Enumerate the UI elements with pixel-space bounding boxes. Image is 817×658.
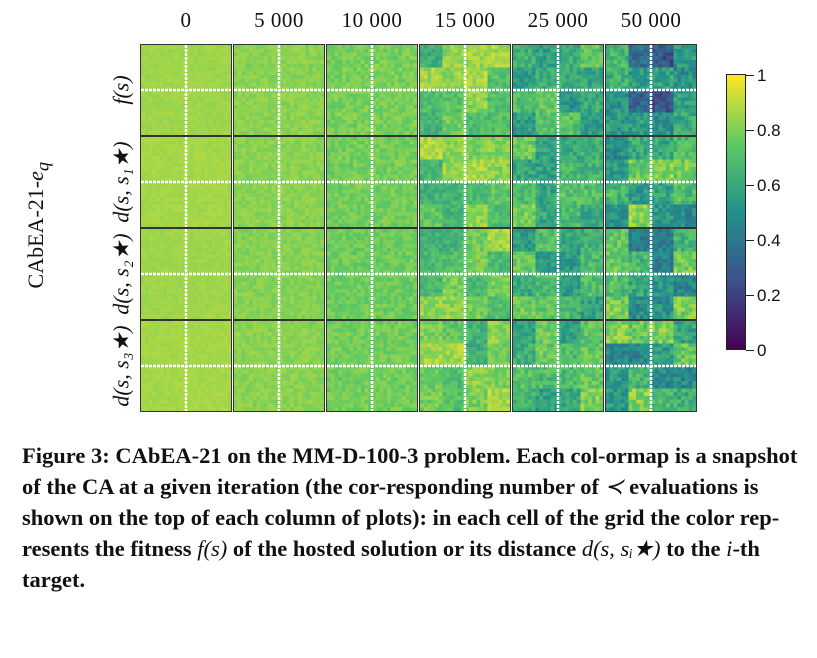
colorbar-tick-label: 0.8 (757, 121, 781, 140)
colormap-panel (233, 44, 325, 136)
colormap-panel (605, 136, 697, 228)
colormap-panel (140, 320, 232, 412)
colormap-panel (140, 228, 232, 320)
colorbar-tick-label: 0.6 (757, 176, 781, 195)
colormap-panel (233, 320, 325, 412)
column-label: 0 (180, 8, 192, 32)
colormap-panel (605, 228, 697, 320)
column-label: 5 000 (254, 8, 304, 32)
column-label: 10 000 (341, 8, 403, 32)
colormap-panel (512, 136, 604, 228)
colorbar-tick-label: 1 (757, 66, 767, 85)
colormap-panel (512, 44, 604, 136)
method-label: CAbEA-21-eq (22, 161, 53, 289)
colorbar (726, 74, 746, 350)
colormap-panel (233, 228, 325, 320)
column-label: 25 000 (527, 8, 589, 32)
row-label-distance-2: d(s, s₂★) (109, 233, 134, 315)
colormap-panel (605, 44, 697, 136)
colormap-panel (512, 320, 604, 412)
colormap-panel (419, 228, 511, 320)
colorbar-tick-label: 0.4 (757, 231, 781, 250)
colormap-panel (140, 44, 232, 136)
row-label-fitness: f(s) (108, 75, 134, 105)
colormap-panel (419, 44, 511, 136)
row-label-distance-1: d(s, s₁★) (109, 141, 134, 223)
colormap-panel (233, 136, 325, 228)
figure-3: CAbEA-21-eq 0 5 000 10 000 15 000 25 000… (22, 8, 781, 412)
colormap-panel (419, 136, 511, 228)
column-label: 50 000 (620, 8, 682, 32)
colormap-panel (419, 320, 511, 412)
colormap-panel (512, 228, 604, 320)
row-label-distance-3: d(s, s₃★) (109, 325, 134, 407)
colormap-panel (326, 136, 418, 228)
colorbar-tick-label: 0.2 (757, 286, 781, 305)
colormap-panel (326, 44, 418, 136)
colormap-panel (605, 320, 697, 412)
colormap-panel (326, 320, 418, 412)
colorbar-tick-label: 0 (757, 341, 767, 360)
column-label: 15 000 (434, 8, 496, 32)
figure-caption: Figure 3: CAbEA-21 on the MM-D-100-3 pro… (22, 443, 798, 592)
colormap-panel (140, 136, 232, 228)
colormap-panel (326, 228, 418, 320)
